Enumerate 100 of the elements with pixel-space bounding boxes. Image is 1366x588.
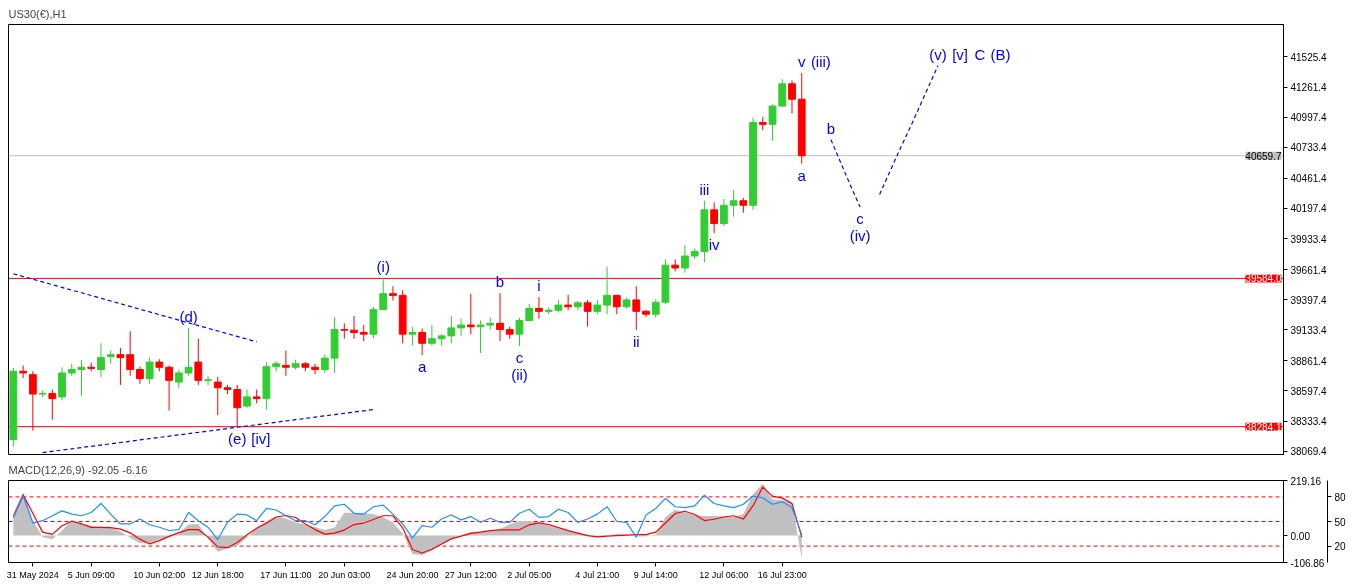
candlestick xyxy=(194,338,203,386)
candlestick xyxy=(184,327,193,377)
annotation: C xyxy=(974,45,986,63)
candlestick xyxy=(350,315,358,340)
candlestick xyxy=(710,201,719,234)
annotation: iii xyxy=(699,180,710,198)
annotation: a xyxy=(417,358,427,376)
y2-tick-label: 20 xyxy=(1334,541,1347,553)
annotation: c xyxy=(856,209,865,227)
chart-title: MACD(12,26,9) -92.05 -6.16 xyxy=(8,463,148,476)
ref-line-label: 40659.7 xyxy=(1245,150,1282,162)
y-tick-label: 41525.4 xyxy=(1290,51,1328,63)
y-tick-label: 38861.4 xyxy=(1290,355,1328,367)
candlestick xyxy=(19,365,28,379)
x-tick-label: 5 Jun 09:00 xyxy=(67,569,115,580)
candlestick xyxy=(788,79,796,114)
candlestick xyxy=(476,319,485,354)
y-tick-label: -106.86 xyxy=(1290,557,1325,569)
candlestick xyxy=(457,318,465,337)
candlestick xyxy=(165,365,173,412)
annotation: (B) xyxy=(990,45,1011,63)
candlestick xyxy=(204,375,212,386)
x-tick-label: 12 Jun 18:00 xyxy=(191,569,244,580)
annotation: (iv) xyxy=(849,226,871,244)
annotation: iv xyxy=(708,236,721,254)
candlestick xyxy=(447,315,456,344)
y-tick-label: 38597.4 xyxy=(1290,385,1328,397)
candlestick xyxy=(583,299,592,328)
candlestick xyxy=(729,189,738,218)
candlestick xyxy=(379,277,388,311)
candlestick xyxy=(408,326,417,347)
candlestick xyxy=(48,388,57,421)
candlestick xyxy=(389,285,397,302)
annotation: (e) xyxy=(228,430,247,448)
annotation: ii xyxy=(632,333,640,351)
x-tick-label: 17 Jun 11:00 xyxy=(260,569,312,580)
line-series xyxy=(41,408,375,454)
annotation: (v) xyxy=(929,45,947,63)
y-tick-label: 219.16 xyxy=(1290,475,1322,487)
annotation: (iii) xyxy=(810,52,831,70)
candlestick xyxy=(320,354,329,374)
candlestick xyxy=(58,366,66,401)
candlestick xyxy=(768,103,777,142)
y-tick-label: 0.00 xyxy=(1290,530,1311,542)
candlestick xyxy=(145,357,154,385)
x-tick-label: 16 Jul 23:00 xyxy=(757,569,807,580)
candlestick xyxy=(535,296,543,320)
y-tick-label: 38333.4 xyxy=(1290,416,1328,428)
candlestick xyxy=(427,324,436,347)
y2-tick-label: 50 xyxy=(1334,516,1347,528)
annotation: v xyxy=(797,52,806,70)
x-tick-label: 12 Jul 06:00 xyxy=(699,569,749,580)
candlestick xyxy=(564,294,573,311)
candlestick xyxy=(126,330,135,377)
candlestick xyxy=(681,244,689,274)
candlestick xyxy=(496,292,504,342)
y-tick-label: 39933.4 xyxy=(1290,233,1328,245)
x-tick-label: 10 Jun 02:00 xyxy=(133,569,186,580)
line-series xyxy=(12,494,803,541)
annotation: (i) xyxy=(376,258,390,276)
x-tick-label: 4 Jul 21:00 xyxy=(575,569,620,580)
y-tick-label: 40197.4 xyxy=(1290,203,1328,215)
candlestick xyxy=(418,327,427,356)
annotation: c xyxy=(515,349,524,367)
candlestick xyxy=(632,285,641,331)
x-tick-label: 9 Jul 14:00 xyxy=(633,569,678,580)
annotation: a xyxy=(797,166,807,184)
candlestick xyxy=(116,347,125,386)
candlestick xyxy=(603,266,611,315)
x-tick-label: 2 Jul 05:00 xyxy=(507,569,552,580)
ref-line-label: 38284.1 xyxy=(1245,421,1282,433)
y2-tick-label: 80 xyxy=(1334,491,1347,503)
x-tick-label: 27 Jun 12:00 xyxy=(444,569,497,580)
annotation: b xyxy=(826,119,836,137)
line-series xyxy=(12,273,258,343)
x-tick-label: 20 Jun 03:00 xyxy=(318,569,371,580)
y-tick-label: 39133.4 xyxy=(1290,324,1328,336)
annotation: [iv] xyxy=(251,430,271,448)
chart-title: US30(€),H1 xyxy=(8,7,67,20)
y-tick-label: 39397.4 xyxy=(1290,294,1328,306)
ref-line-label: 39584.0 xyxy=(1245,273,1282,285)
y-tick-label: 39661.4 xyxy=(1290,264,1328,276)
annotation: [v] xyxy=(952,45,968,63)
candlestick xyxy=(174,369,183,389)
x-tick-label: 31 May 2024 xyxy=(6,569,59,580)
annotation: (d) xyxy=(179,307,198,325)
x-tick-label: 24 Jun 20:00 xyxy=(386,569,439,580)
candlestick xyxy=(340,322,349,340)
candlestick xyxy=(97,342,105,378)
candlestick xyxy=(281,350,290,377)
y-tick-label: 38069.4 xyxy=(1290,446,1328,458)
candlestick xyxy=(466,293,475,335)
candlestick xyxy=(778,78,787,108)
candlestick xyxy=(243,388,251,409)
y-tick-label: 40733.4 xyxy=(1290,142,1328,154)
y-tick-label: 41261.4 xyxy=(1290,82,1328,94)
candlestick xyxy=(213,376,222,416)
candlestick xyxy=(311,363,319,375)
candlestick xyxy=(719,198,728,227)
y-tick-label: 40997.4 xyxy=(1290,112,1328,124)
